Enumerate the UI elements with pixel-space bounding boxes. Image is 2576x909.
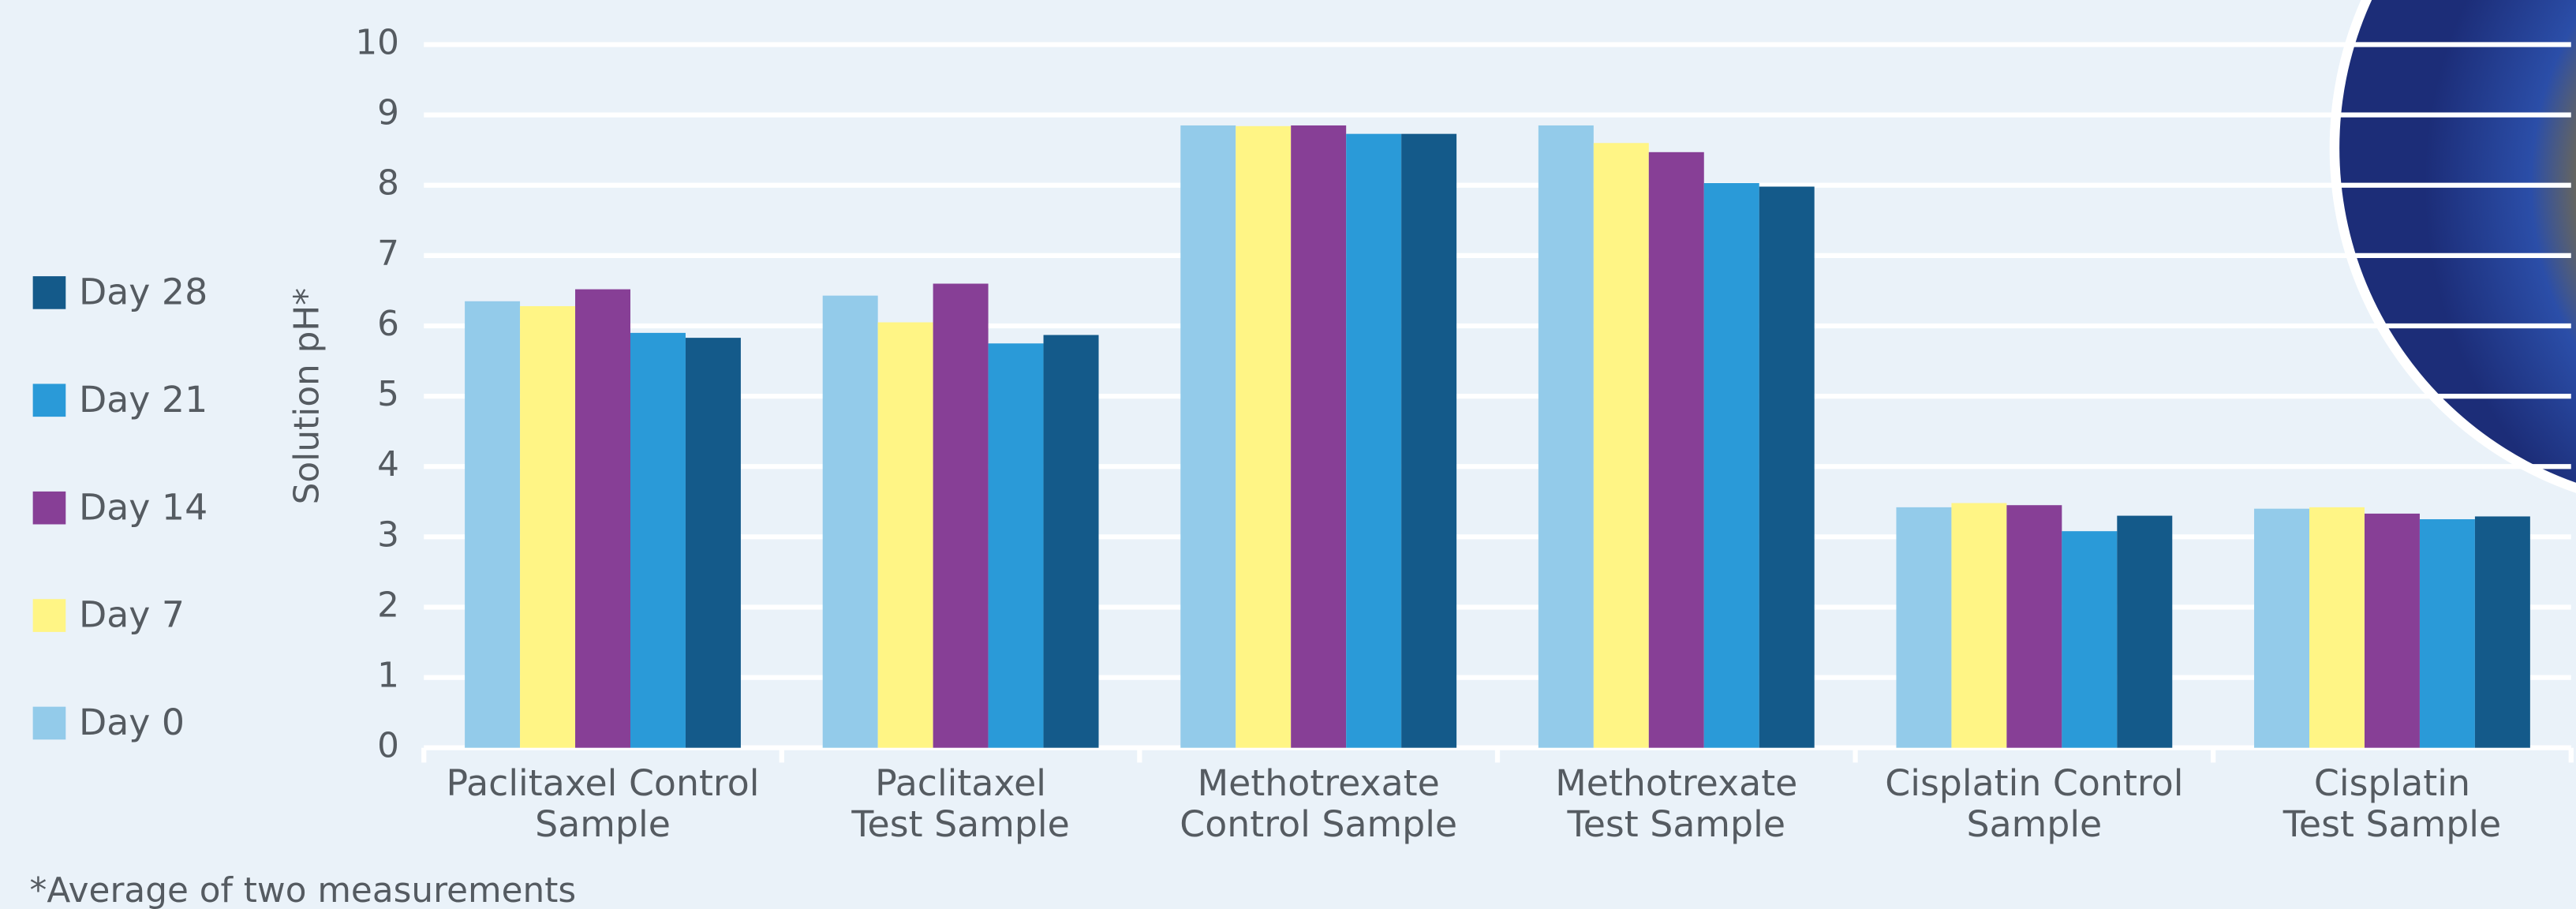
y-tick-label: 4: [377, 444, 399, 484]
bar: [1704, 183, 1759, 748]
x-tick-label: Cisplatin: [2314, 761, 2470, 804]
y-tick-label: 7: [377, 234, 399, 274]
bar: [1759, 186, 1815, 747]
y-axis-label: Solution pH*: [286, 288, 327, 504]
bar: [1649, 152, 1704, 748]
bar: [1896, 507, 1951, 748]
bar: [2309, 507, 2365, 748]
legend-label: Day 21: [79, 378, 208, 421]
bar: [2475, 516, 2530, 747]
legend-label: Day 7: [79, 593, 185, 636]
x-tick-label: Sample: [535, 802, 671, 845]
bar: [1594, 143, 1649, 747]
bar: [2365, 514, 2420, 748]
bar: [878, 323, 933, 748]
legend-swatch: [33, 383, 66, 417]
bar: [989, 343, 1044, 747]
bar: [1538, 125, 1594, 748]
x-tick-label: Control Sample: [1180, 802, 1457, 845]
bar: [1044, 335, 1099, 748]
bar: [1180, 125, 1236, 748]
bar: [520, 306, 575, 748]
bar: [2117, 516, 2172, 748]
bar: [2254, 509, 2309, 748]
bar: [933, 283, 989, 747]
x-tick-label: Methotrexate: [1198, 761, 1440, 804]
y-tick-label: 2: [377, 585, 399, 625]
bar: [575, 290, 630, 748]
y-tick-label: 9: [377, 93, 399, 133]
y-tick-label: 5: [377, 374, 399, 414]
bar: [1401, 134, 1456, 748]
bar: [823, 296, 878, 748]
y-tick-label: 1: [377, 656, 399, 696]
y-tick-label: 0: [377, 726, 399, 766]
x-tick-label: Paclitaxel: [875, 761, 1046, 804]
y-tick-label: 6: [377, 304, 399, 344]
legend-swatch: [33, 707, 66, 740]
y-tick-label: 3: [377, 514, 399, 555]
chart: 012345678910Paclitaxel ControlSamplePacl…: [0, 0, 2576, 909]
x-tick-label: Paclitaxel Control: [447, 761, 760, 804]
bar: [465, 301, 520, 748]
legend-label: Day 14: [79, 485, 208, 528]
y-tick-label: 10: [355, 22, 399, 62]
x-tick-label: Test Sample: [2283, 802, 2501, 845]
bar: [2420, 519, 2475, 748]
legend-swatch: [33, 599, 66, 632]
x-tick-label: Sample: [1967, 802, 2103, 845]
x-tick-label: Test Sample: [851, 802, 1069, 845]
legend-label: Day 0: [79, 701, 185, 743]
x-tick-label: Methotrexate: [1555, 761, 1797, 804]
bar: [1291, 125, 1346, 748]
bar: [2062, 531, 2117, 747]
x-tick-label: Cisplatin Control: [1885, 761, 2183, 804]
y-tick-label: 8: [377, 163, 399, 204]
page: {"chart_data": { "type": "bar", "y_label…: [0, 0, 2576, 909]
bar: [630, 333, 686, 748]
bar: [1346, 134, 1401, 748]
legend-swatch: [33, 276, 66, 309]
bar: [1951, 503, 2006, 748]
x-tick-label: Test Sample: [1567, 802, 1785, 845]
bar: [1236, 126, 1291, 748]
legend-label: Day 28: [79, 270, 208, 312]
bar: [2006, 505, 2062, 747]
bar: [686, 338, 741, 748]
legend-swatch: [33, 492, 66, 525]
footnote: *Average of two measurements: [29, 870, 576, 909]
